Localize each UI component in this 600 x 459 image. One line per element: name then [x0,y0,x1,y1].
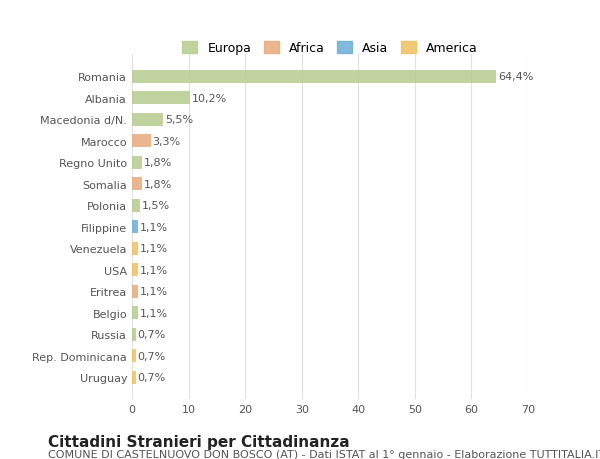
Text: 0,7%: 0,7% [137,330,166,339]
Text: 1,1%: 1,1% [140,244,168,254]
Bar [132,371,136,384]
Bar [132,307,138,319]
Bar [132,242,138,255]
Bar [132,157,142,169]
Bar [132,178,142,191]
Text: COMUNE DI CASTELNUOVO DON BOSCO (AT) - Dati ISTAT al 1° gennaio - Elaborazione T: COMUNE DI CASTELNUOVO DON BOSCO (AT) - D… [48,449,600,459]
Bar [132,263,138,276]
Text: 10,2%: 10,2% [191,94,227,104]
Text: 1,1%: 1,1% [140,286,168,297]
Text: 1,5%: 1,5% [142,201,170,211]
Bar [132,221,138,234]
Text: 5,5%: 5,5% [165,115,193,125]
Text: 1,8%: 1,8% [144,179,172,189]
Bar [132,285,138,298]
Bar [132,328,136,341]
Bar [132,349,136,362]
Text: 1,8%: 1,8% [144,158,172,168]
Text: 3,3%: 3,3% [152,136,181,146]
Text: 1,1%: 1,1% [140,265,168,275]
Bar [132,71,496,84]
Text: 0,7%: 0,7% [137,372,166,382]
Text: 64,4%: 64,4% [498,72,533,82]
Text: Cittadini Stranieri per Cittadinanza: Cittadini Stranieri per Cittadinanza [48,434,350,449]
Bar [132,113,163,127]
Text: 0,7%: 0,7% [137,351,166,361]
Text: 1,1%: 1,1% [140,308,168,318]
Bar [132,92,190,105]
Bar [132,199,140,212]
Text: 1,1%: 1,1% [140,222,168,232]
Legend: Europa, Africa, Asia, America: Europa, Africa, Asia, America [178,37,482,60]
Bar [132,135,151,148]
